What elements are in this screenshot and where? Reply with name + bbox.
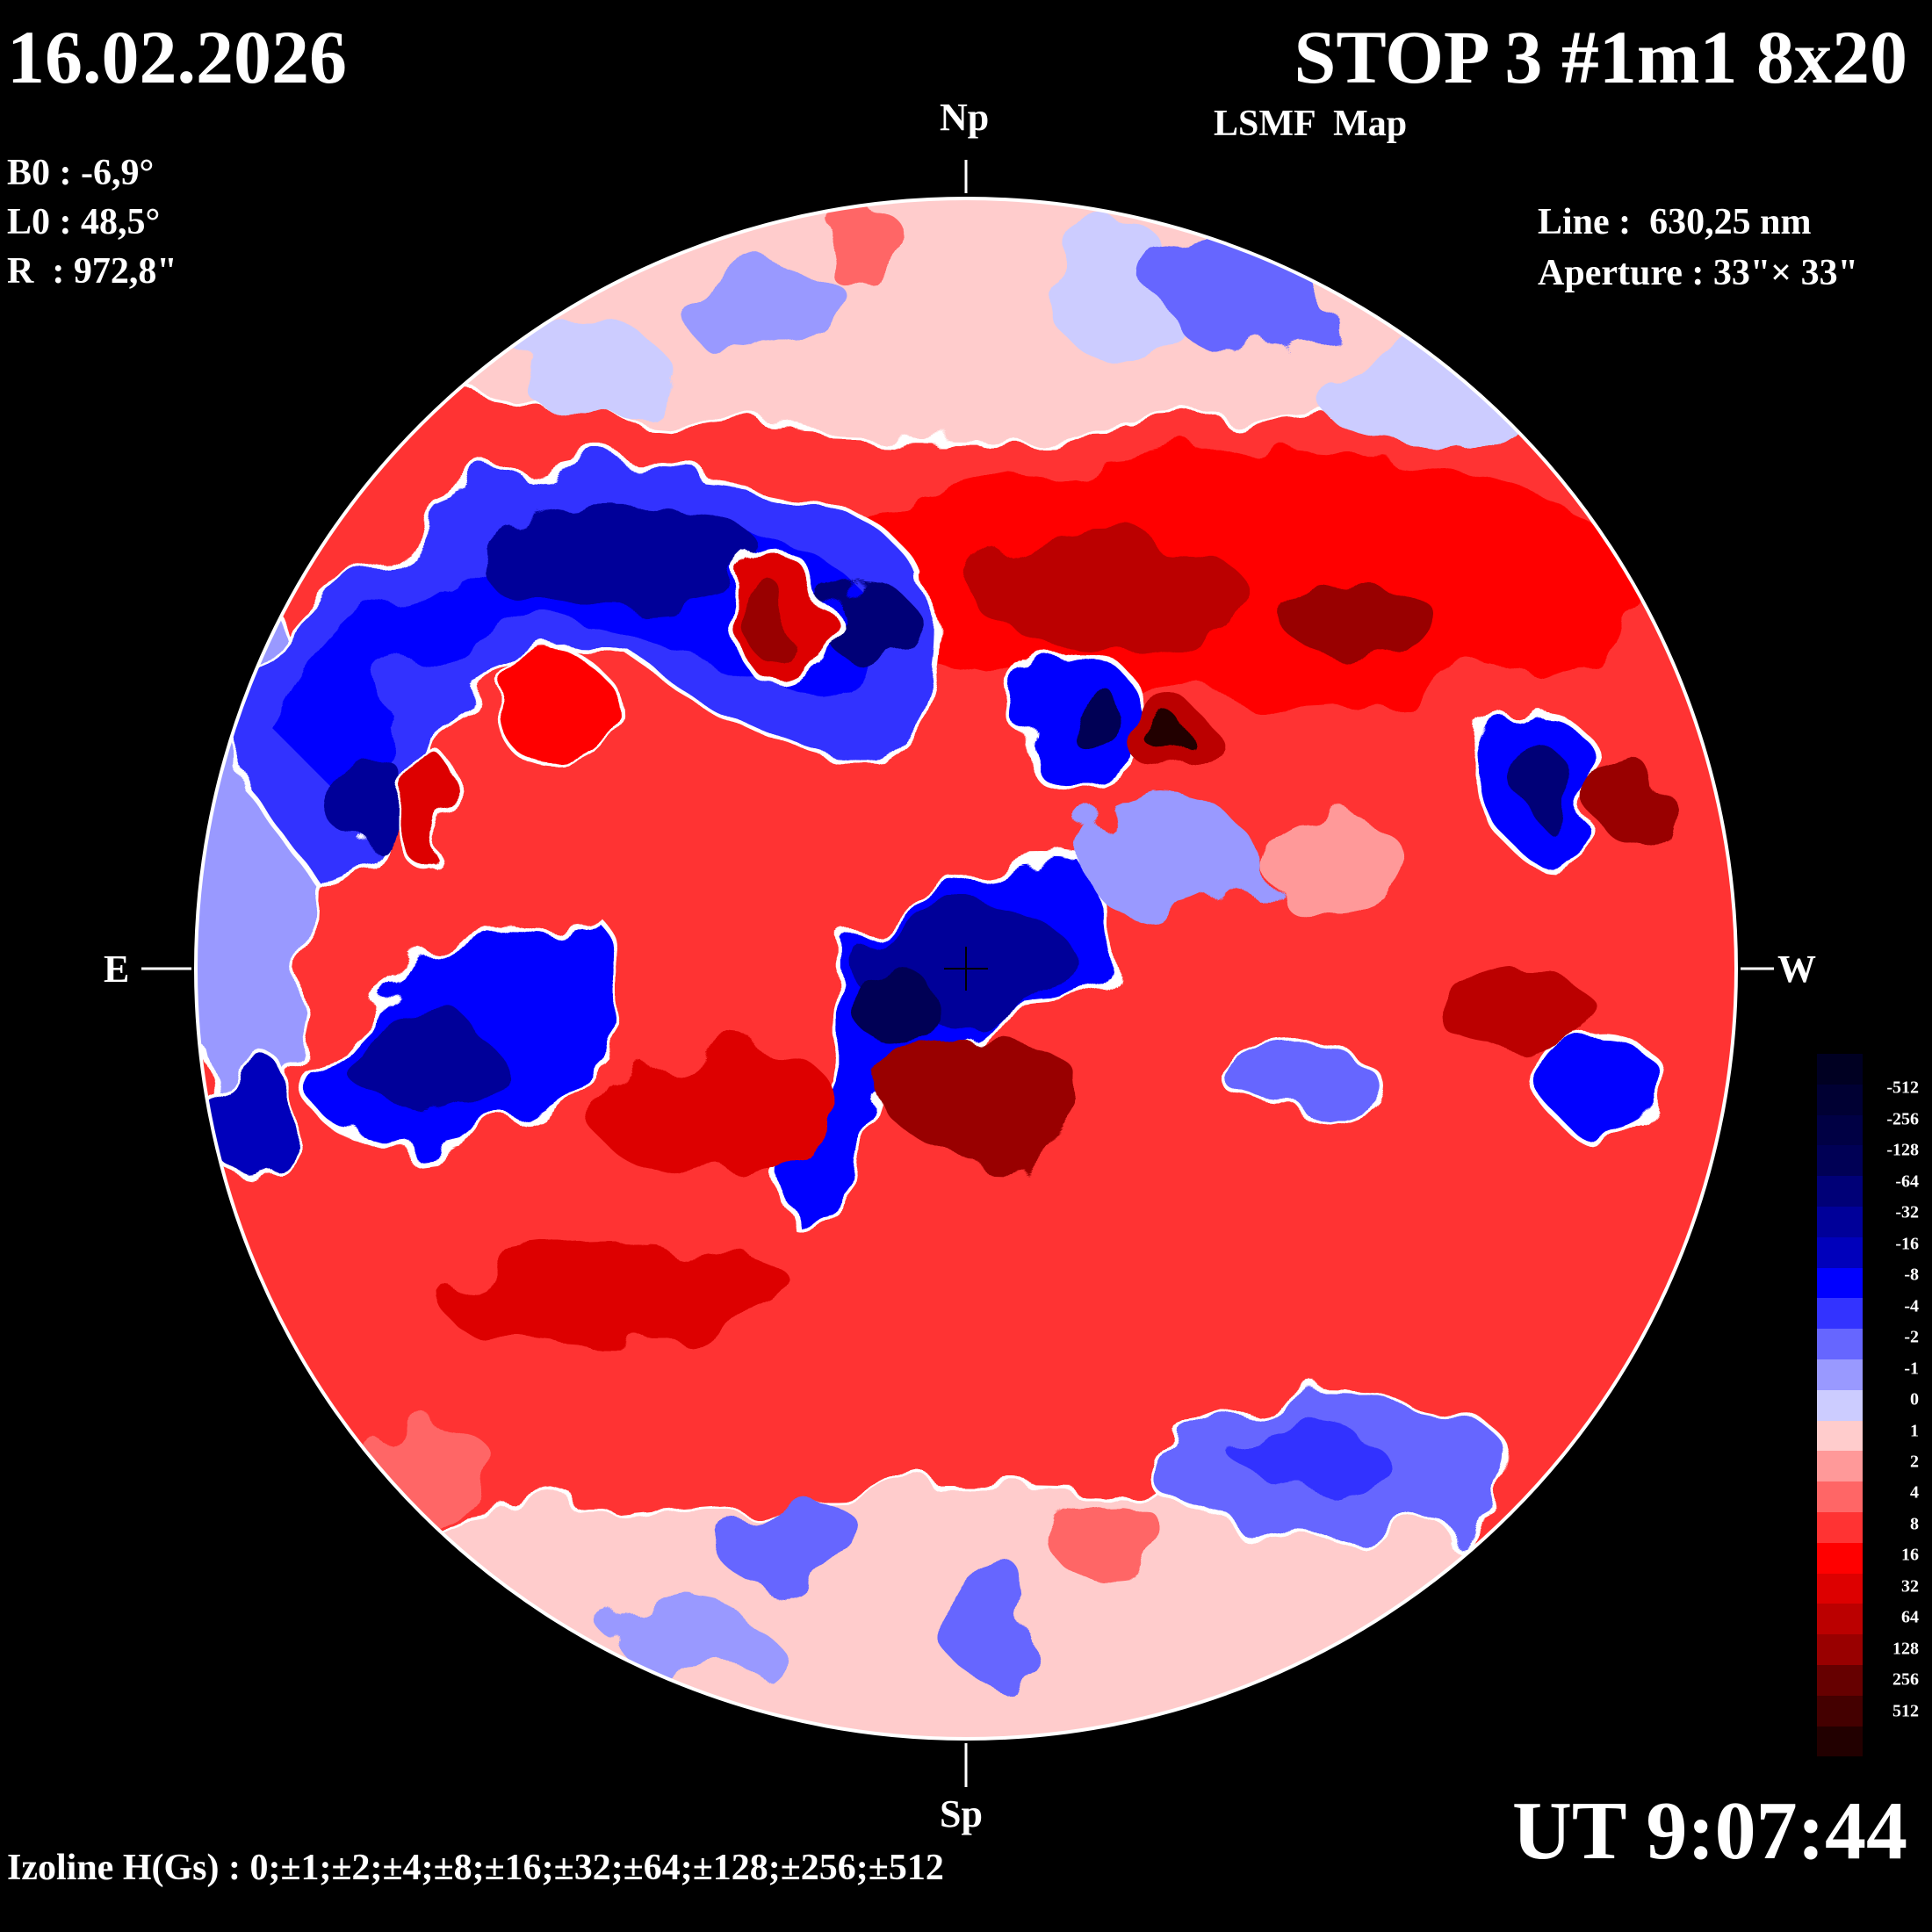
- date: 16.02.2026: [7, 15, 347, 99]
- ut-time: UT 9:07:44: [1512, 1785, 1907, 1877]
- colorbar-band: [1817, 1634, 1863, 1665]
- colorbar-band: [1817, 1542, 1863, 1574]
- colorbar-band: [1817, 1236, 1863, 1268]
- colorbar-label: -4: [1904, 1296, 1919, 1316]
- colorbar-label: 0: [1910, 1389, 1919, 1409]
- izoline-levels: Izoline H(Gs) : 0;±1;±2;±4;±8;±16;±32;±6…: [7, 1848, 944, 1888]
- colorbar-band: [1817, 1389, 1863, 1421]
- colorbar-label: 128: [1892, 1639, 1919, 1659]
- colorbar-label: -128: [1886, 1140, 1919, 1160]
- colorbar-band: [1817, 1481, 1863, 1512]
- colorbar-band: [1817, 1420, 1863, 1452]
- colorbar-label: 2: [1910, 1452, 1919, 1472]
- colorbar-label: 1: [1910, 1421, 1919, 1440]
- colorbar: [1817, 1054, 1863, 1757]
- axis-ticks: [141, 160, 1774, 1787]
- colorbar-label: 16: [1901, 1545, 1919, 1565]
- colorbar-label: -256: [1886, 1109, 1919, 1129]
- colorbar-band: [1817, 1054, 1863, 1085]
- colorbar-band: [1817, 1298, 1863, 1330]
- south-label: Sp: [940, 1792, 983, 1835]
- colorbar-label: 4: [1910, 1482, 1919, 1503]
- map-subtitle: LSMF Map: [1214, 104, 1408, 144]
- north-label: Np: [940, 96, 990, 139]
- colorbar-band: [1817, 1145, 1863, 1177]
- map-title: STOP 3 #1m1 8x20: [1294, 15, 1907, 99]
- colorbar-band: [1817, 1726, 1863, 1757]
- colorbar-label: -2: [1904, 1327, 1919, 1347]
- colorbar-band: [1817, 1664, 1863, 1696]
- colorbar-band: [1817, 1114, 1863, 1146]
- radius-param: R : 972,8": [7, 251, 177, 292]
- colorbar-band: [1817, 1176, 1863, 1207]
- colorbar-label: -16: [1895, 1234, 1919, 1254]
- colorbar-label: 32: [1901, 1576, 1919, 1597]
- colorbar-band: [1817, 1329, 1863, 1359]
- b0-param: B0 : -6,9°: [7, 153, 155, 193]
- colorbar-band: [1817, 1695, 1863, 1727]
- line-param: Line : 630,25 nm: [1538, 202, 1812, 242]
- colorbar-band: [1817, 1451, 1863, 1482]
- colorbar-band: [1817, 1267, 1863, 1299]
- colorbar-label: 512: [1892, 1701, 1919, 1721]
- colorbar-label: -512: [1886, 1078, 1919, 1098]
- colorbar-label: 8: [1910, 1514, 1919, 1534]
- west-label: W: [1777, 948, 1816, 991]
- colorbar-band: [1817, 1084, 1863, 1115]
- colorbar-band: [1817, 1573, 1863, 1604]
- colorbar-label: -8: [1904, 1265, 1919, 1285]
- colorbar-band: [1817, 1359, 1863, 1390]
- east-label: E: [104, 948, 130, 991]
- colorbar-band: [1817, 1604, 1863, 1635]
- aperture-param: Aperture : 33"× 33": [1538, 253, 1858, 293]
- colorbar-label: 256: [1892, 1669, 1919, 1690]
- colorbar-band: [1817, 1511, 1863, 1543]
- colorbar-label: -64: [1895, 1171, 1919, 1192]
- colorbar-label: -32: [1895, 1202, 1919, 1222]
- colorbar-band: [1817, 1206, 1863, 1237]
- colorbar-label: 64: [1901, 1607, 1919, 1627]
- disk-limb: [194, 197, 1738, 1741]
- l0-param: L0 : 48,5°: [7, 202, 161, 242]
- colorbar-label: -1: [1904, 1359, 1919, 1378]
